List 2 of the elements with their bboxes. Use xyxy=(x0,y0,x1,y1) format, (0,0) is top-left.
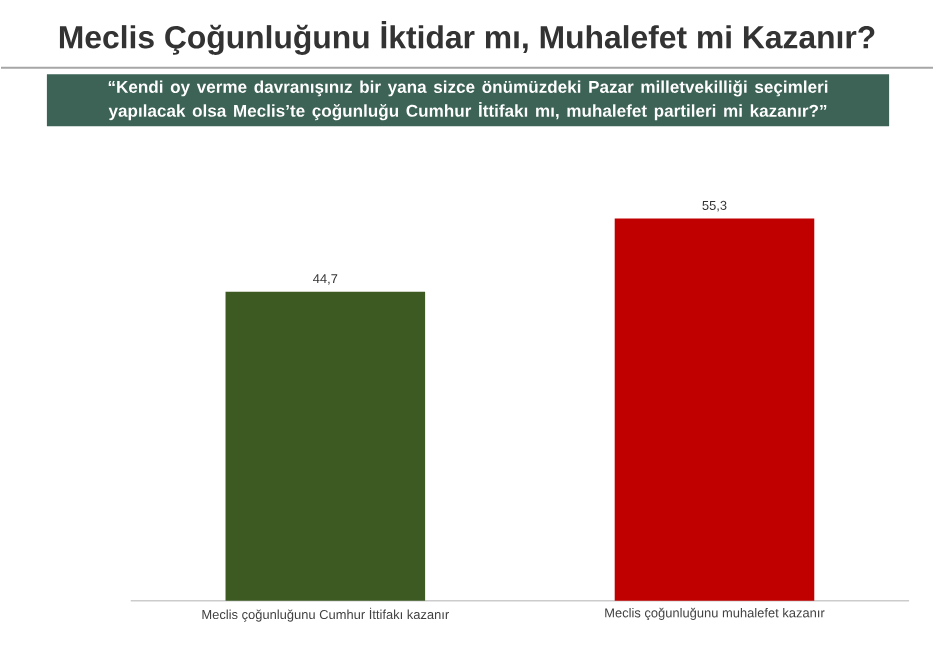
chart-title: Meclis Çoğunluğunu İktidar mı, Muhalefet mi Kazanır? xyxy=(59,20,875,55)
chart-subtitle: “Kendi oy verme davranışınız bir yana sizce önümüzdeki Pazar milletvekilliği seçimleri yapılacak olsa Meclis’te çoğunluğu Cumhur İttifakı mı, muhalefet partileri mi kazanır?” xyxy=(108,79,828,120)
